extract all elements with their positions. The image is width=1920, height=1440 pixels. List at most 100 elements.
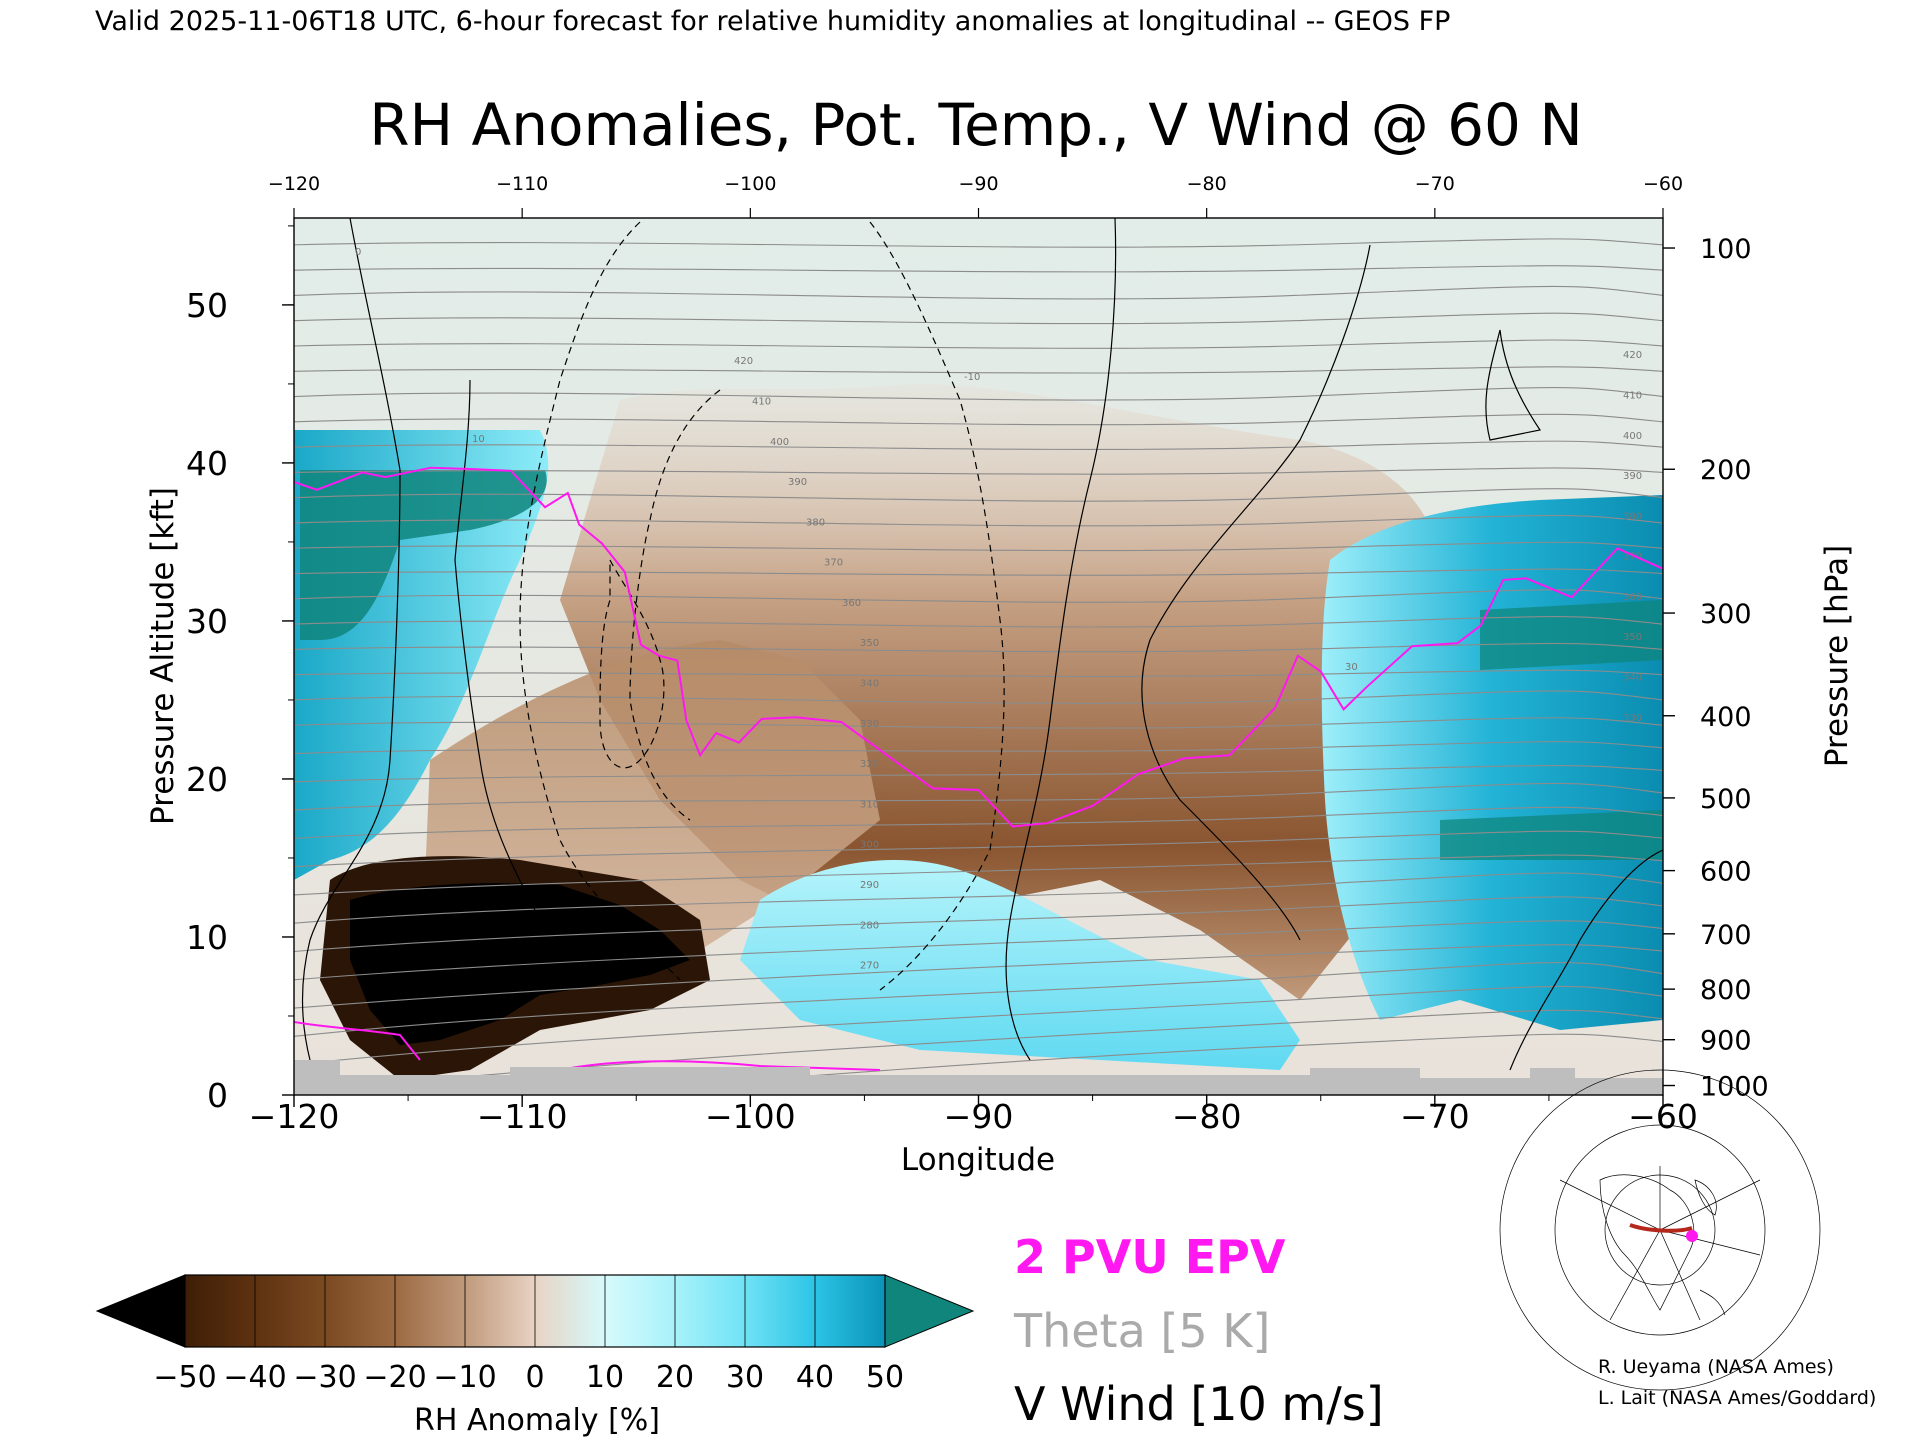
pressure-tick-label: 300 xyxy=(1700,599,1752,630)
x-tick-label: −60 xyxy=(1628,1097,1698,1136)
vwind-neg30-dashed xyxy=(599,559,665,769)
theta-isentrope xyxy=(294,285,1663,300)
y-axis-label: Pressure Altitude [kft] xyxy=(145,487,181,825)
colorbar-segment xyxy=(675,1275,746,1347)
x-top-tick-label: −120 xyxy=(268,173,320,195)
theta-label: 410 xyxy=(752,396,771,407)
top-caption: Valid 2025-11-06T18 UTC, 6-hour forecast… xyxy=(95,6,1450,37)
colorbar-segment xyxy=(325,1275,396,1347)
theta-isentrope xyxy=(294,488,1663,502)
y-tick-label: 30 xyxy=(186,602,228,641)
theta-label-east: 360 xyxy=(1623,592,1642,603)
pressure-tick-label: 900 xyxy=(1700,1026,1752,1057)
x-top-tick-label: −70 xyxy=(1415,173,1455,195)
x-axis-top: −120 −110 −100 −90 −80 −70 −60 xyxy=(268,173,1683,218)
y-tick-label: 0 xyxy=(207,1076,228,1115)
theta-label: 380 xyxy=(806,517,825,528)
moist-anomaly-low-center xyxy=(740,860,1300,1070)
theta-isentrope xyxy=(294,541,1663,552)
theta-isentrope xyxy=(294,944,1663,1009)
colorbar-under-arrow xyxy=(95,1274,186,1348)
theta-label: 360 xyxy=(842,598,861,609)
theta-isentrope xyxy=(294,238,1663,248)
theta-isentrope xyxy=(294,920,1663,981)
vwind-neg10-dashed-c xyxy=(629,389,721,821)
theta-isentrope xyxy=(294,312,1663,325)
colorbar-over-arrow xyxy=(884,1274,975,1348)
vwind-zero-line-center xyxy=(1005,218,1117,1061)
theta-isentrope xyxy=(294,782,1663,811)
theta-isentrope xyxy=(294,568,1663,576)
vwind-10-line-west xyxy=(454,379,541,921)
theta-isentrope xyxy=(294,669,1663,677)
vwind-10-line-far-east xyxy=(1509,849,1663,1071)
colorbar-tick-label: −40 xyxy=(223,1360,286,1395)
colorbar-tick-label: −20 xyxy=(363,1360,426,1395)
theta-isentrope xyxy=(294,440,1663,450)
colorbar-segment xyxy=(185,1275,256,1347)
pressure-tick-label: 400 xyxy=(1700,702,1752,733)
x-tick-label: −80 xyxy=(1172,1097,1242,1136)
colorbar-tick-label: 30 xyxy=(726,1360,764,1395)
colorbar-tick-label: −30 xyxy=(293,1360,356,1395)
x-axis-bottom: −120 −110 −100 −90 −80 −70 −60 xyxy=(249,1095,1698,1136)
vwind-zero-line-west xyxy=(301,218,401,1061)
theta-label: 300 xyxy=(860,840,879,851)
plot-area: 2702802903003103203303303403403503503603… xyxy=(294,218,1663,1095)
pressure-tick-label: 600 xyxy=(1700,857,1752,888)
colorbar: −50 −40 −30 −20 −10 0 10 20 30 40 50 xyxy=(95,1274,975,1395)
theta-label: 420 xyxy=(734,356,753,367)
pressure-tick-label: 200 xyxy=(1700,455,1752,486)
theta-label: 310 xyxy=(860,799,879,810)
theta-isentrope xyxy=(294,366,1663,374)
y-tick-label: 10 xyxy=(186,918,228,957)
moist-teal-left xyxy=(300,470,547,640)
theta-isentrope xyxy=(294,896,1663,953)
vwind-label-30: 30 xyxy=(1345,662,1358,673)
x-tick-label: −110 xyxy=(477,1097,568,1136)
theta-label-east: 330 xyxy=(1623,713,1642,724)
epv-2pvu-line xyxy=(294,466,1663,828)
epv-2pvu-lowlevel-segment xyxy=(294,1021,881,1071)
x-tick-label: −100 xyxy=(705,1097,796,1136)
theta-isentrope xyxy=(294,642,1663,653)
theta-label-east: 420 xyxy=(1623,350,1642,361)
colorbar-segment xyxy=(815,1275,886,1347)
vwind-contour-labels: 0 10 -10 30 xyxy=(355,247,1358,673)
colorbar-tick-label: 10 xyxy=(586,1360,624,1395)
theta-label: 270 xyxy=(860,961,879,972)
theta-isentrope xyxy=(294,616,1663,628)
colorbar-segment xyxy=(745,1275,816,1347)
theta-label: 290 xyxy=(860,880,879,891)
y-tick-label: 20 xyxy=(186,760,228,799)
colorbar-segment xyxy=(605,1275,676,1347)
y-axis-left: 0 10 20 30 40 50 xyxy=(186,225,294,1115)
vwind-label-0: 0 xyxy=(355,247,361,258)
theta-isentrope xyxy=(294,265,1663,273)
vwind-label-neg10: -10 xyxy=(964,372,980,383)
x-tick-label: −120 xyxy=(249,1097,340,1136)
pressure-tick-label: 500 xyxy=(1700,784,1752,815)
credit-line-1: R. Ueyama (NASA Ames) xyxy=(1598,1356,1834,1378)
colorbar-tick-label: −10 xyxy=(433,1360,496,1395)
theta-isentrope xyxy=(294,806,1663,839)
vwind-10-line-east xyxy=(1141,244,1371,941)
legend-item-epv: 2 PVU EPV xyxy=(1014,1230,1286,1284)
theta-label: 350 xyxy=(860,638,879,649)
colorbar-tick-label: 40 xyxy=(796,1360,834,1395)
x-axis-label: Longitude xyxy=(901,1142,1055,1178)
theta-label-east: 380 xyxy=(1623,511,1642,522)
moist-teal-right xyxy=(1440,600,1663,860)
legend: 2 PVU EPV Theta [5 K] V Wind [10 m/s] xyxy=(1013,1230,1384,1431)
moist-anomaly-right xyxy=(1321,495,1663,1030)
theta-label-east: 400 xyxy=(1623,431,1642,442)
x-tick-label: −90 xyxy=(944,1097,1014,1136)
theta-isentrope xyxy=(294,854,1663,896)
colorbar-segment xyxy=(535,1275,606,1347)
x-top-tick-label: −110 xyxy=(496,173,548,195)
x-tick-label: −70 xyxy=(1400,1097,1470,1136)
x-top-tick-label: −90 xyxy=(958,173,998,195)
credit-line-2: L. Lait (NASA Ames/Goddard) xyxy=(1598,1387,1876,1409)
theta-label: 280 xyxy=(860,920,879,931)
